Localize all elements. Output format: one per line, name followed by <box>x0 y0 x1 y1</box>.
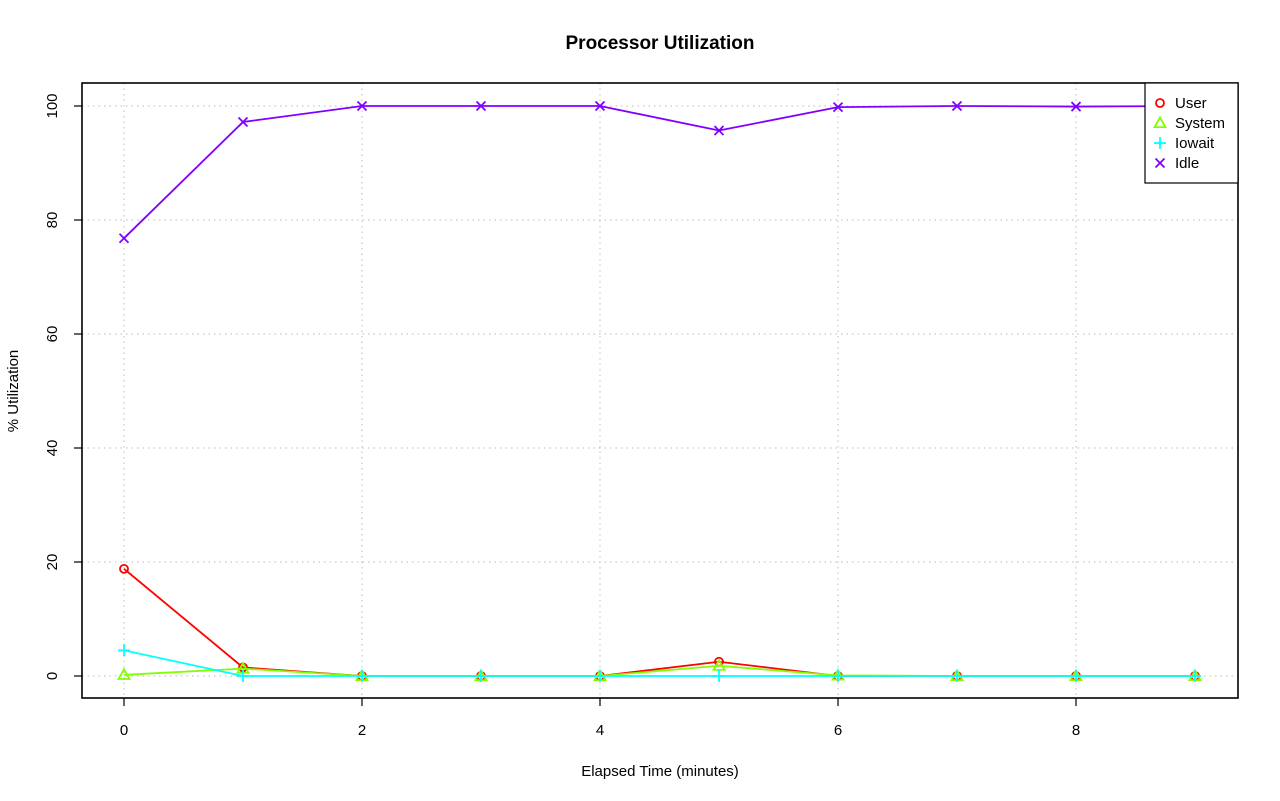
data-point-user <box>119 563 129 574</box>
series-line-idle <box>123 105 1196 239</box>
legend-item: Iowait <box>1154 135 1215 152</box>
legend-item: User <box>1155 95 1207 112</box>
data-point-iowait <box>1070 670 1082 682</box>
legend-label: Idle <box>1175 155 1199 172</box>
legend-label: System <box>1175 115 1225 132</box>
y-tick-label: 0 <box>44 672 61 680</box>
legend-item: System <box>1152 115 1225 132</box>
legend: User System Iowait Idle <box>1144 82 1239 184</box>
series-line-system <box>123 664 1195 677</box>
data-point-idle <box>237 116 249 128</box>
x-tick-label: 6 <box>834 722 842 739</box>
legend-label: User <box>1175 95 1207 112</box>
series-line-user <box>123 568 1195 677</box>
x-tick-label: 2 <box>358 722 366 739</box>
series-line-iowait <box>123 649 1195 677</box>
series-iowait <box>118 644 1201 682</box>
data-point-iowait <box>1189 670 1201 682</box>
legend-label: Iowait <box>1175 135 1215 152</box>
grid <box>82 83 1238 698</box>
x-tick-label: 8 <box>1072 722 1080 739</box>
y-axis-label: % Utilization <box>5 350 22 433</box>
plot-frame <box>81 82 1239 699</box>
data-point-system <box>711 658 727 671</box>
data-point-iowait <box>118 644 130 657</box>
x-axis-label: Elapsed Time (minutes) <box>581 763 739 780</box>
y-tick-label: 100 <box>44 93 61 118</box>
data-point-idle <box>1070 101 1082 112</box>
data-point-idle <box>356 100 368 112</box>
data-point-iowait <box>951 670 963 682</box>
data-point-idle <box>118 233 130 244</box>
data-point-idle <box>832 102 844 113</box>
y-tick-label: 60 <box>44 326 61 343</box>
series-layer <box>116 100 1203 682</box>
y-tick-label: 80 <box>44 212 61 229</box>
data-point-idle <box>475 100 487 112</box>
data-point-iowait <box>356 670 368 682</box>
x-tick-label: 4 <box>596 722 604 739</box>
data-point-iowait <box>832 670 844 682</box>
data-point-system <box>116 667 132 680</box>
legend-item: Idle <box>1154 155 1199 172</box>
legend-marker-user <box>1155 98 1165 108</box>
data-point-iowait <box>594 670 606 682</box>
data-point-iowait <box>475 670 487 682</box>
series-user <box>119 563 1200 681</box>
data-point-idle <box>713 125 725 136</box>
legend-marker-idle <box>1154 157 1166 169</box>
chart-title: Processor Utilization <box>566 33 755 54</box>
data-point-idle <box>594 100 606 112</box>
legend-marker-iowait <box>1154 137 1166 149</box>
legend-marker-system <box>1152 115 1168 129</box>
y-tick-label: 40 <box>44 440 61 457</box>
series-system <box>116 658 1203 682</box>
data-point-idle <box>951 100 963 112</box>
data-point-iowait <box>713 670 725 682</box>
x-tick-label: 0 <box>120 722 128 739</box>
series-idle <box>118 100 1201 244</box>
y-tick-label: 20 <box>44 554 61 571</box>
data-point-iowait <box>237 670 249 682</box>
